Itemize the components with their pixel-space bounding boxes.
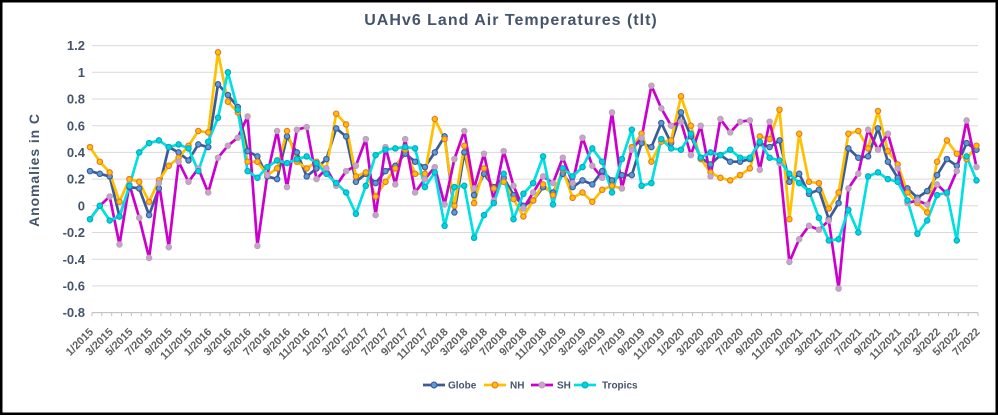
svg-text:Anomalies in C: Anomalies in C: [26, 113, 42, 227]
svg-text:NH: NH: [510, 381, 524, 392]
svg-text:0.8: 0.8: [67, 92, 85, 107]
svg-text:-0.6: -0.6: [63, 279, 85, 294]
svg-text:-0.2: -0.2: [63, 225, 85, 240]
svg-text:Globe: Globe: [448, 381, 477, 392]
svg-text:-0.4: -0.4: [63, 252, 86, 267]
svg-text:Tropics: Tropics: [602, 381, 638, 392]
svg-text:0.6: 0.6: [67, 118, 85, 133]
svg-text:0.4: 0.4: [67, 145, 86, 160]
svg-text:-0.8: -0.8: [63, 305, 85, 320]
svg-text:1: 1: [78, 65, 85, 80]
svg-text:1.2: 1.2: [67, 38, 85, 53]
svg-text:SH: SH: [557, 381, 571, 392]
svg-text:0.2: 0.2: [67, 172, 85, 187]
svg-text:0: 0: [78, 198, 85, 213]
svg-text:UAHv6 Land Air Temperatures (t: UAHv6 Land Air Temperatures (tlt): [364, 12, 657, 29]
